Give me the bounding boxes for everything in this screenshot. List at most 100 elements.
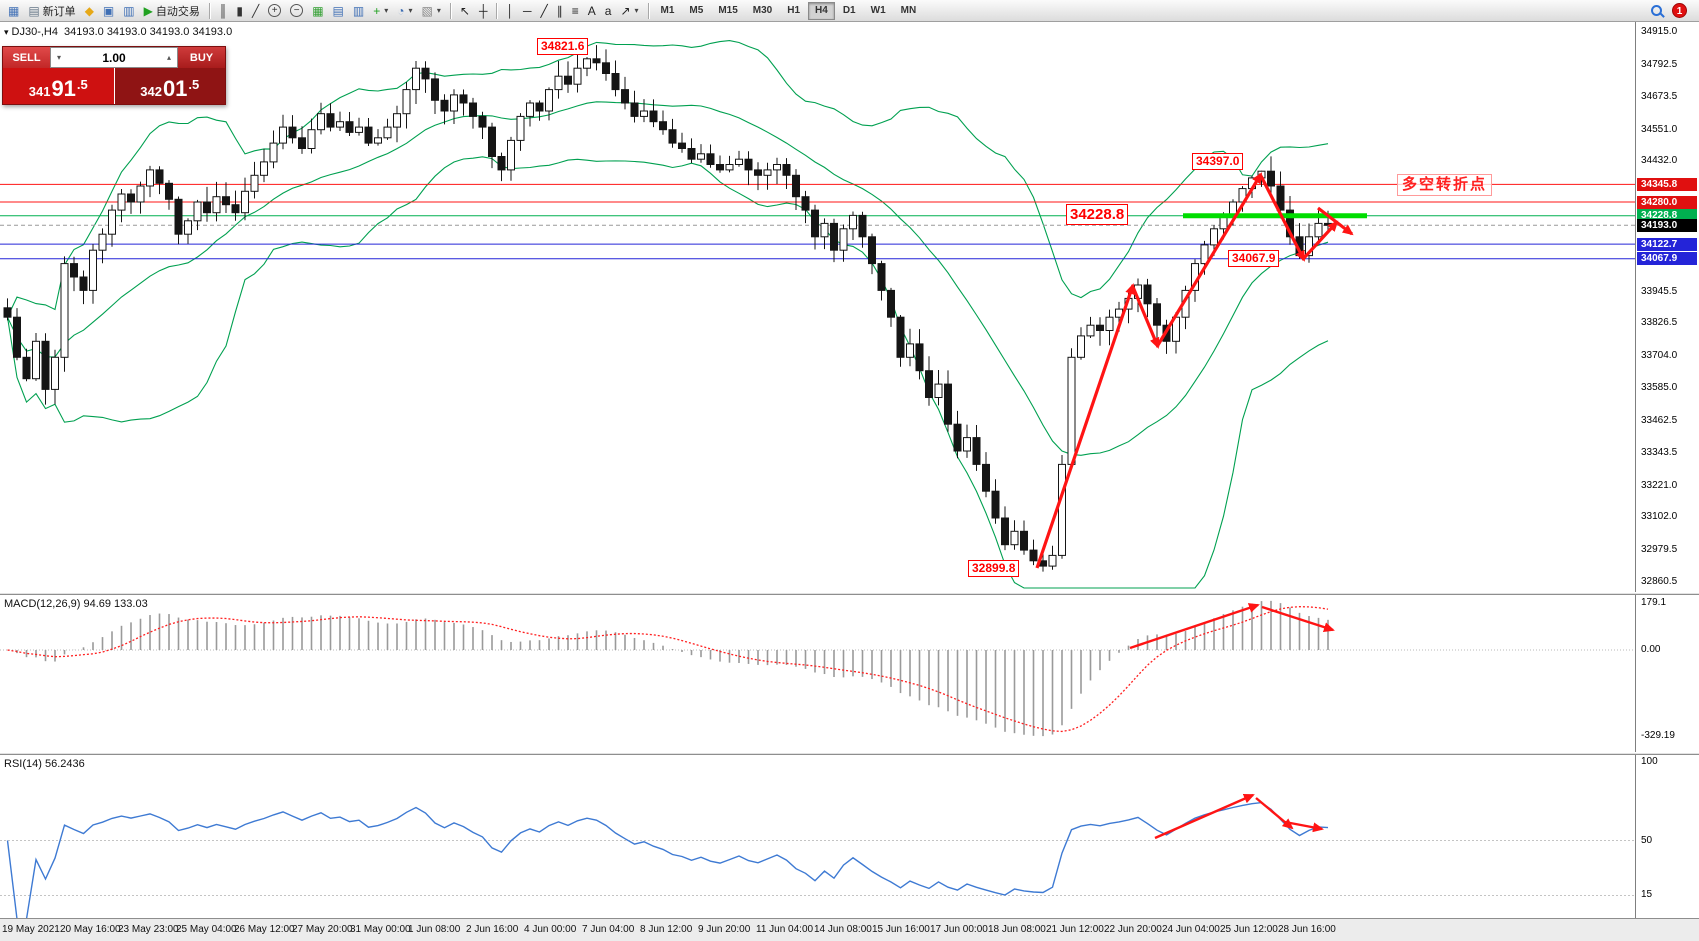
sell-button[interactable]: SELL xyxy=(3,47,50,68)
data-window-icon[interactable]: ▥ xyxy=(119,1,138,21)
track-chart-icon[interactable]: ▥ xyxy=(349,1,368,21)
volume-value[interactable]: 1.00 xyxy=(102,50,126,65)
timeframe-h4[interactable]: H4 xyxy=(808,1,835,20)
horizontal-line-icon[interactable]: ─ xyxy=(519,1,536,21)
time-axis[interactable]: 19 May 2021 20 May 16:00 23 May 23:00 25 Ma… xyxy=(0,918,1699,941)
line-chart-icon[interactable]: ╱ xyxy=(248,1,263,21)
zoom-in-icon[interactable]: + xyxy=(264,1,285,21)
time-axis-label: 11 Jun 04:00 xyxy=(756,924,814,935)
price-axis-tick: 33704.0 xyxy=(1641,350,1678,362)
channel-icon: ∥ xyxy=(556,3,563,18)
trend-arrows[interactable] xyxy=(1154,793,1324,840)
time-axis-label: 21 Jun 12:00 xyxy=(1046,924,1104,935)
rsi-panel[interactable]: RSI(14) 56.2436 100 50 15 xyxy=(0,755,1699,918)
trendline-icon[interactable]: ╱ xyxy=(536,1,551,21)
new-order-button[interactable]: ▤ 新订单 xyxy=(24,1,79,21)
price-axis-tick: 34432.0 xyxy=(1641,155,1678,167)
candlestick-chart-icon: ▮ xyxy=(236,3,243,18)
ohlc-values: 34193.0 34193.0 34193.0 34193.0 xyxy=(64,26,233,38)
panel-splitter[interactable] xyxy=(0,752,1699,755)
time-axis-label: 24 Jun 04:00 xyxy=(1162,924,1220,935)
trend-arrows[interactable] xyxy=(1035,172,1354,569)
rsi-label: RSI(14) 56.2436 xyxy=(4,758,85,770)
price-badge: 34345.8 xyxy=(1637,177,1697,191)
macd-panel[interactable]: MACD(12,26,9) 94.69 133.03 179.1 0.00 -329… xyxy=(0,595,1699,752)
time-axis-label: 4 Jun 00:00 xyxy=(524,924,577,935)
crosshair-icon[interactable]: ┼ xyxy=(475,1,492,21)
search-icon[interactable] xyxy=(1651,5,1662,16)
price-axis-tick: 32979.5 xyxy=(1641,544,1678,556)
volume-field[interactable]: ▾ 1.00 ▴ xyxy=(50,47,178,68)
channel-icon[interactable]: ∥ xyxy=(553,1,567,21)
toolbar-separator xyxy=(496,2,498,19)
auto-arrange-icon[interactable]: ▤ xyxy=(329,1,348,21)
price-chart-canvas[interactable] xyxy=(0,22,1635,592)
shapes-icon[interactable]: ↗ ▾ xyxy=(616,1,642,21)
bar-chart-icon[interactable]: ║ xyxy=(215,1,232,21)
toolbar-separator xyxy=(449,2,451,19)
notifications-badge[interactable]: 1 xyxy=(1672,3,1687,18)
macd-axis[interactable]: 179.1 0.00 -329.19 xyxy=(1635,595,1699,752)
main-chart-panel[interactable]: ▾ DJ30-,H4 34193.0 34193.0 34193.0 34193.0… xyxy=(0,22,1699,592)
timeframe-h1[interactable]: H1 xyxy=(780,2,807,20)
line-chart-icon: ╱ xyxy=(251,3,260,18)
chevron-down-icon: ▾ xyxy=(408,6,413,15)
templates-icon[interactable]: ▧ ▾ xyxy=(418,1,445,21)
new-chart-icon[interactable]: + ▾ xyxy=(369,1,392,21)
tile-windows-icon: ▦ xyxy=(312,3,324,18)
price-annotation[interactable]: 34821.6 xyxy=(537,38,589,55)
periods-icon[interactable]: ◔ ▾ xyxy=(393,1,416,21)
macd-canvas xyxy=(0,600,1635,737)
timeframe-mn[interactable]: MN xyxy=(894,2,924,20)
price-axis-tick: 33462.5 xyxy=(1641,414,1678,426)
buy-price[interactable]: 342 01.5 xyxy=(113,68,225,104)
price-axis-tick: 33221.0 xyxy=(1641,479,1678,491)
time-axis-label: 14 Jun 08:00 xyxy=(814,924,872,935)
sell-price[interactable]: 341 91.5 xyxy=(3,68,114,104)
text-icon[interactable]: A xyxy=(584,1,600,21)
time-axis-label: 2 Jun 16:00 xyxy=(466,924,519,935)
text-icon: A xyxy=(587,3,596,18)
cursor-icon: ↖ xyxy=(459,3,470,18)
autotrading-button: ▶ xyxy=(143,3,153,18)
price-annotation[interactable]: 34228.8 xyxy=(1066,204,1129,225)
tile-windows-icon[interactable]: ▦ xyxy=(308,1,327,21)
market-watch-icon[interactable]: ▣ xyxy=(99,1,118,21)
new-chart-icon: + xyxy=(373,3,381,18)
trend-arrows[interactable] xyxy=(1129,603,1335,650)
time-axis-label: 25 Jun 12:00 xyxy=(1220,924,1278,935)
timeframe-d1[interactable]: D1 xyxy=(836,2,863,20)
volume-increment-button[interactable]: ▴ xyxy=(166,53,171,62)
timeframe-m30[interactable]: M30 xyxy=(746,2,779,20)
panel-splitter[interactable] xyxy=(0,592,1699,595)
timeframe-m15[interactable]: M15 xyxy=(711,2,744,20)
timeframe-m5[interactable]: M5 xyxy=(682,2,710,20)
bollinger-bands xyxy=(6,40,1329,589)
timeframe-w1[interactable]: W1 xyxy=(864,2,893,20)
candlestick-chart-icon[interactable]: ▮ xyxy=(232,1,247,21)
autotrading-button[interactable]: ▶ 自动交易 xyxy=(140,1,204,21)
price-annotation[interactable]: 34397.0 xyxy=(1192,153,1244,170)
volume-decrement-button[interactable]: ▾ xyxy=(56,53,61,62)
cursor-icon[interactable]: ↖ xyxy=(456,1,474,21)
timeframe-m1[interactable]: M1 xyxy=(654,2,682,20)
pivot-note[interactable]: 多空转折点 xyxy=(1397,174,1493,196)
vertical-line-icon[interactable]: │ xyxy=(502,1,518,21)
fibonacci-icon[interactable]: ≡ xyxy=(568,1,583,21)
toolbar-separator xyxy=(208,2,210,19)
bar-chart-icon: ║ xyxy=(218,3,228,18)
time-axis-label: 17 Jun 00:00 xyxy=(930,924,988,935)
profiles-icon[interactable]: ◆ xyxy=(81,1,98,21)
autotrading-button-label: 自动交易 xyxy=(155,5,200,18)
app-icon[interactable]: ▦ xyxy=(4,1,23,21)
vertical-line-icon: │ xyxy=(506,3,514,18)
buy-button[interactable]: BUY xyxy=(178,47,225,68)
price-annotation[interactable]: 32899.8 xyxy=(968,560,1020,577)
one-click-collapse-icon[interactable]: ▾ xyxy=(4,27,9,37)
price-axis[interactable]: 34915.0 34792.5 34673.5 34551.0 34432.0 33945… xyxy=(1635,22,1699,592)
rsi-axis[interactable]: 100 50 15 xyxy=(1635,755,1699,918)
price-annotation[interactable]: 34067.9 xyxy=(1228,250,1280,267)
text-label-icon[interactable]: a xyxy=(601,1,616,21)
zoom-out-icon[interactable]: − xyxy=(286,1,307,21)
